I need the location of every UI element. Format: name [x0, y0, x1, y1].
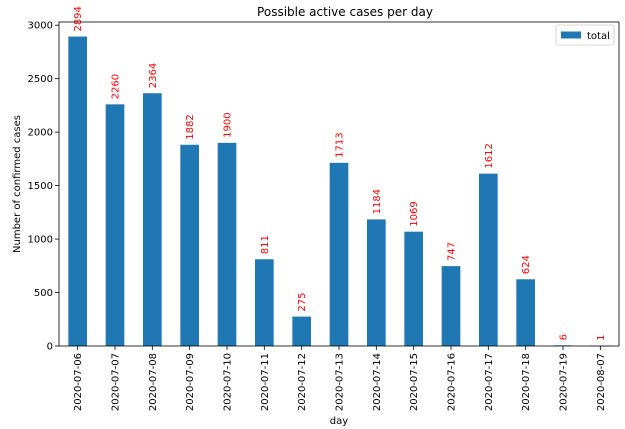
data-label-2020-07-19: 6: [559, 334, 570, 340]
bar-2020-07-10: [217, 142, 237, 346]
bar-2020-07-14: [367, 219, 386, 346]
data-label-2020-07-07: 2260: [111, 74, 122, 99]
legend-box: [555, 24, 615, 46]
x-axis-label: day: [330, 416, 348, 427]
y-tick-label-500: 500: [34, 288, 53, 299]
x-tick-label-2020-07-14: 2020-07-14: [372, 353, 383, 411]
x-tick-label-2020-07-19: 2020-07-19: [559, 353, 570, 411]
y-tick-label-1500: 1500: [28, 181, 53, 192]
x-tick-label-2020-07-08: 2020-07-08: [148, 353, 159, 411]
bar-2020-07-18: [516, 279, 535, 346]
y-tick-label-3000: 3000: [28, 21, 53, 32]
data-label-2020-07-12: 275: [297, 292, 308, 311]
x-tick-label-2020-07-16: 2020-07-16: [447, 353, 458, 411]
x-tick-label-2020-07-11: 2020-07-11: [260, 353, 271, 411]
x-tick-label-2020-07-06: 2020-07-06: [73, 353, 84, 411]
data-label-2020-08-07: 1: [596, 335, 607, 341]
y-tick-label-2500: 2500: [28, 74, 53, 85]
y-axis-label: Number of confirmed cases: [12, 115, 23, 253]
x-tick-label-2020-08-07: 2020-08-07: [596, 353, 607, 411]
data-label-2020-07-06: 2894: [73, 6, 84, 31]
data-label-2020-07-18: 624: [521, 255, 532, 274]
y-tick-label-2000: 2000: [28, 128, 53, 139]
bar-2020-07-16: [441, 266, 461, 346]
legend: total: [555, 24, 615, 46]
legend-swatch-total: [561, 31, 581, 39]
y-axis-ticks: 0 500 1000 1500 2000 2500 3000: [28, 21, 59, 353]
x-tick-label-2020-07-10: 2020-07-10: [223, 353, 234, 411]
data-label-2020-07-09: 1882: [185, 114, 196, 139]
bars-group: [68, 36, 610, 347]
data-label-2020-07-15: 1069: [409, 201, 420, 226]
bar-2020-07-12: [292, 316, 311, 346]
x-tick-label-2020-07-18: 2020-07-18: [521, 353, 532, 411]
x-tick-label-2020-07-17: 2020-07-17: [484, 353, 495, 411]
x-tick-label-2020-07-07: 2020-07-07: [111, 353, 122, 411]
x-tick-label-2020-07-12: 2020-07-12: [297, 353, 308, 411]
data-label-2020-07-08: 2364: [148, 63, 159, 88]
bar-2020-07-11: [255, 259, 274, 346]
y-tick-label-1000: 1000: [28, 235, 53, 246]
data-label-2020-07-10: 1900: [223, 112, 234, 137]
bar-2020-07-09: [180, 144, 199, 346]
plot-frame: [58, 21, 620, 347]
legend-label-total: total: [587, 31, 610, 42]
x-tick-label-2020-07-09: 2020-07-09: [185, 353, 196, 411]
x-tick-label-2020-07-13: 2020-07-13: [335, 353, 346, 411]
bar-2020-07-17: [479, 173, 498, 346]
data-label-2020-07-11: 811: [260, 235, 271, 254]
bar-2020-07-06: [68, 36, 87, 346]
bar-2020-07-15: [404, 231, 423, 346]
x-axis-ticks: 2020-07-06 2020-07-07 2020-07-08 2020-07-09…: [73, 346, 607, 411]
bar-2020-07-13: [329, 162, 349, 346]
data-label-2020-07-17: 1612: [484, 143, 495, 168]
bar-2020-07-08: [143, 93, 162, 346]
x-tick-label-2020-07-15: 2020-07-15: [409, 353, 420, 411]
bar-2020-07-07: [105, 104, 125, 346]
y-tick-label-0: 0: [47, 342, 53, 353]
chart-title: Possible active cases per day: [257, 5, 433, 19]
data-labels-group: 2894 2260 2364 1882 1900 811 275 1713 1184 1069 74…: [73, 6, 607, 341]
data-label-2020-07-13: 1713: [335, 132, 346, 157]
data-label-2020-07-14: 1184: [372, 189, 383, 214]
data-label-2020-07-16: 747: [447, 242, 458, 261]
